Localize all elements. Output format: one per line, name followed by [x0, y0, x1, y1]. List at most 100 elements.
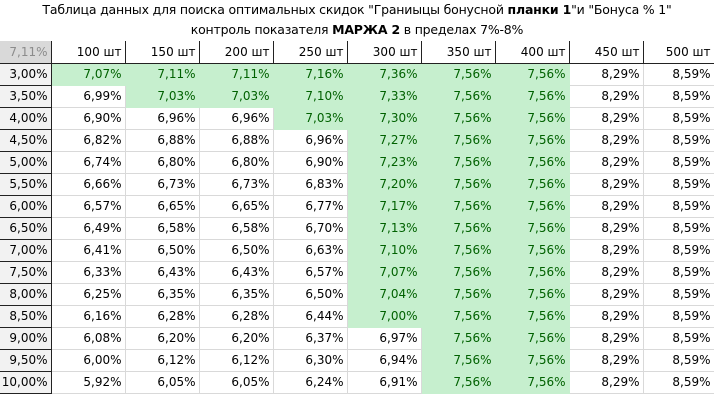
- table-cell[interactable]: 8,29%: [569, 261, 644, 284]
- highlighted-cell[interactable]: 7,03%: [125, 85, 200, 108]
- highlighted-cell[interactable]: 7,10%: [347, 239, 422, 262]
- table-cell[interactable]: 8,29%: [569, 151, 644, 174]
- row-header[interactable]: 6,50%: [0, 217, 52, 240]
- highlighted-cell[interactable]: 7,56%: [421, 283, 496, 306]
- table-cell[interactable]: 6,57%: [51, 195, 126, 218]
- table-cell[interactable]: 6,49%: [51, 217, 126, 240]
- table-cell[interactable]: 6,83%: [273, 173, 348, 196]
- highlighted-cell[interactable]: 7,56%: [495, 107, 570, 130]
- table-cell[interactable]: 6,28%: [125, 305, 200, 328]
- table-cell[interactable]: 6,80%: [199, 151, 274, 174]
- highlighted-cell[interactable]: 7,23%: [347, 151, 422, 174]
- row-header[interactable]: 9,50%: [0, 349, 52, 372]
- table-cell[interactable]: 8,29%: [569, 283, 644, 306]
- table-cell[interactable]: 6,37%: [273, 327, 348, 350]
- table-cell[interactable]: 6,43%: [125, 261, 200, 284]
- highlighted-cell[interactable]: 7,13%: [347, 217, 422, 240]
- highlighted-cell[interactable]: 7,56%: [495, 85, 570, 108]
- table-cell[interactable]: 8,29%: [569, 305, 644, 328]
- row-header[interactable]: 4,00%: [0, 107, 52, 130]
- table-cell[interactable]: 6,91%: [347, 371, 422, 394]
- table-cell[interactable]: 8,29%: [569, 173, 644, 196]
- table-cell[interactable]: 8,59%: [643, 129, 714, 152]
- column-header[interactable]: 200 шт: [199, 41, 274, 64]
- table-cell[interactable]: 8,59%: [643, 107, 714, 130]
- column-header[interactable]: 300 шт: [347, 41, 422, 64]
- row-header[interactable]: 9,00%: [0, 327, 52, 350]
- corner-cell[interactable]: 7,11%: [0, 41, 52, 64]
- highlighted-cell[interactable]: 7,56%: [421, 107, 496, 130]
- table-cell[interactable]: 6,96%: [199, 107, 274, 130]
- highlighted-cell[interactable]: 7,56%: [421, 261, 496, 284]
- column-header[interactable]: 450 шт: [569, 41, 644, 64]
- table-cell[interactable]: 6,73%: [199, 173, 274, 196]
- table-cell[interactable]: 8,29%: [569, 239, 644, 262]
- table-cell[interactable]: 8,29%: [569, 85, 644, 108]
- row-header[interactable]: 5,00%: [0, 151, 52, 174]
- table-cell[interactable]: 6,33%: [51, 261, 126, 284]
- table-cell[interactable]: 6,74%: [51, 151, 126, 174]
- table-cell[interactable]: 6,66%: [51, 173, 126, 196]
- highlighted-cell[interactable]: 7,56%: [495, 283, 570, 306]
- table-cell[interactable]: 6,20%: [199, 327, 274, 350]
- table-cell[interactable]: 8,29%: [569, 107, 644, 130]
- column-header[interactable]: 250 шт: [273, 41, 348, 64]
- table-cell[interactable]: 8,29%: [569, 327, 644, 350]
- highlighted-cell[interactable]: 7,33%: [347, 85, 422, 108]
- row-header[interactable]: 5,50%: [0, 173, 52, 196]
- table-cell[interactable]: 8,59%: [643, 239, 714, 262]
- table-cell[interactable]: 6,35%: [125, 283, 200, 306]
- table-cell[interactable]: 8,59%: [643, 217, 714, 240]
- table-cell[interactable]: 6,58%: [125, 217, 200, 240]
- row-header[interactable]: 4,50%: [0, 129, 52, 152]
- table-cell[interactable]: 6,77%: [273, 195, 348, 218]
- table-cell[interactable]: 6,97%: [347, 327, 422, 350]
- table-cell[interactable]: 6,90%: [51, 107, 126, 130]
- table-cell[interactable]: 6,82%: [51, 129, 126, 152]
- table-cell[interactable]: 6,90%: [273, 151, 348, 174]
- highlighted-cell[interactable]: 7,56%: [495, 327, 570, 350]
- row-header[interactable]: 3,50%: [0, 85, 52, 108]
- table-cell[interactable]: 6,70%: [273, 217, 348, 240]
- table-cell[interactable]: 8,29%: [569, 195, 644, 218]
- highlighted-cell[interactable]: 7,07%: [51, 63, 126, 86]
- table-cell[interactable]: 8,29%: [569, 217, 644, 240]
- table-cell[interactable]: 8,29%: [569, 129, 644, 152]
- table-cell[interactable]: 8,59%: [643, 195, 714, 218]
- highlighted-cell[interactable]: 7,56%: [421, 217, 496, 240]
- highlighted-cell[interactable]: 7,56%: [421, 63, 496, 86]
- table-cell[interactable]: 6,44%: [273, 305, 348, 328]
- highlighted-cell[interactable]: 7,56%: [495, 129, 570, 152]
- table-cell[interactable]: 6,28%: [199, 305, 274, 328]
- highlighted-cell[interactable]: 7,04%: [347, 283, 422, 306]
- highlighted-cell[interactable]: 7,56%: [421, 195, 496, 218]
- row-header[interactable]: 10,00%: [0, 371, 52, 394]
- table-cell[interactable]: 6,57%: [273, 261, 348, 284]
- column-header[interactable]: 400 шт: [495, 41, 570, 64]
- highlighted-cell[interactable]: 7,11%: [125, 63, 200, 86]
- row-header[interactable]: 8,00%: [0, 283, 52, 306]
- table-cell[interactable]: 6,50%: [199, 239, 274, 262]
- highlighted-cell[interactable]: 7,16%: [273, 63, 348, 86]
- highlighted-cell[interactable]: 7,30%: [347, 107, 422, 130]
- highlighted-cell[interactable]: 7,56%: [421, 305, 496, 328]
- table-cell[interactable]: 6,50%: [273, 283, 348, 306]
- row-header[interactable]: 7,50%: [0, 261, 52, 284]
- highlighted-cell[interactable]: 7,56%: [421, 173, 496, 196]
- table-cell[interactable]: 6,96%: [125, 107, 200, 130]
- table-cell[interactable]: 8,59%: [643, 173, 714, 196]
- table-cell[interactable]: 8,59%: [643, 305, 714, 328]
- table-cell[interactable]: 6,94%: [347, 349, 422, 372]
- highlighted-cell[interactable]: 7,36%: [347, 63, 422, 86]
- highlighted-cell[interactable]: 7,56%: [421, 151, 496, 174]
- table-cell[interactable]: 8,59%: [643, 85, 714, 108]
- highlighted-cell[interactable]: 7,56%: [495, 239, 570, 262]
- table-cell[interactable]: 6,63%: [273, 239, 348, 262]
- highlighted-cell[interactable]: 7,56%: [421, 327, 496, 350]
- row-header[interactable]: 6,00%: [0, 195, 52, 218]
- table-cell[interactable]: 6,08%: [51, 327, 126, 350]
- table-cell[interactable]: 8,59%: [643, 283, 714, 306]
- highlighted-cell[interactable]: 7,56%: [495, 173, 570, 196]
- table-cell[interactable]: 8,59%: [643, 371, 714, 394]
- row-header[interactable]: 8,50%: [0, 305, 52, 328]
